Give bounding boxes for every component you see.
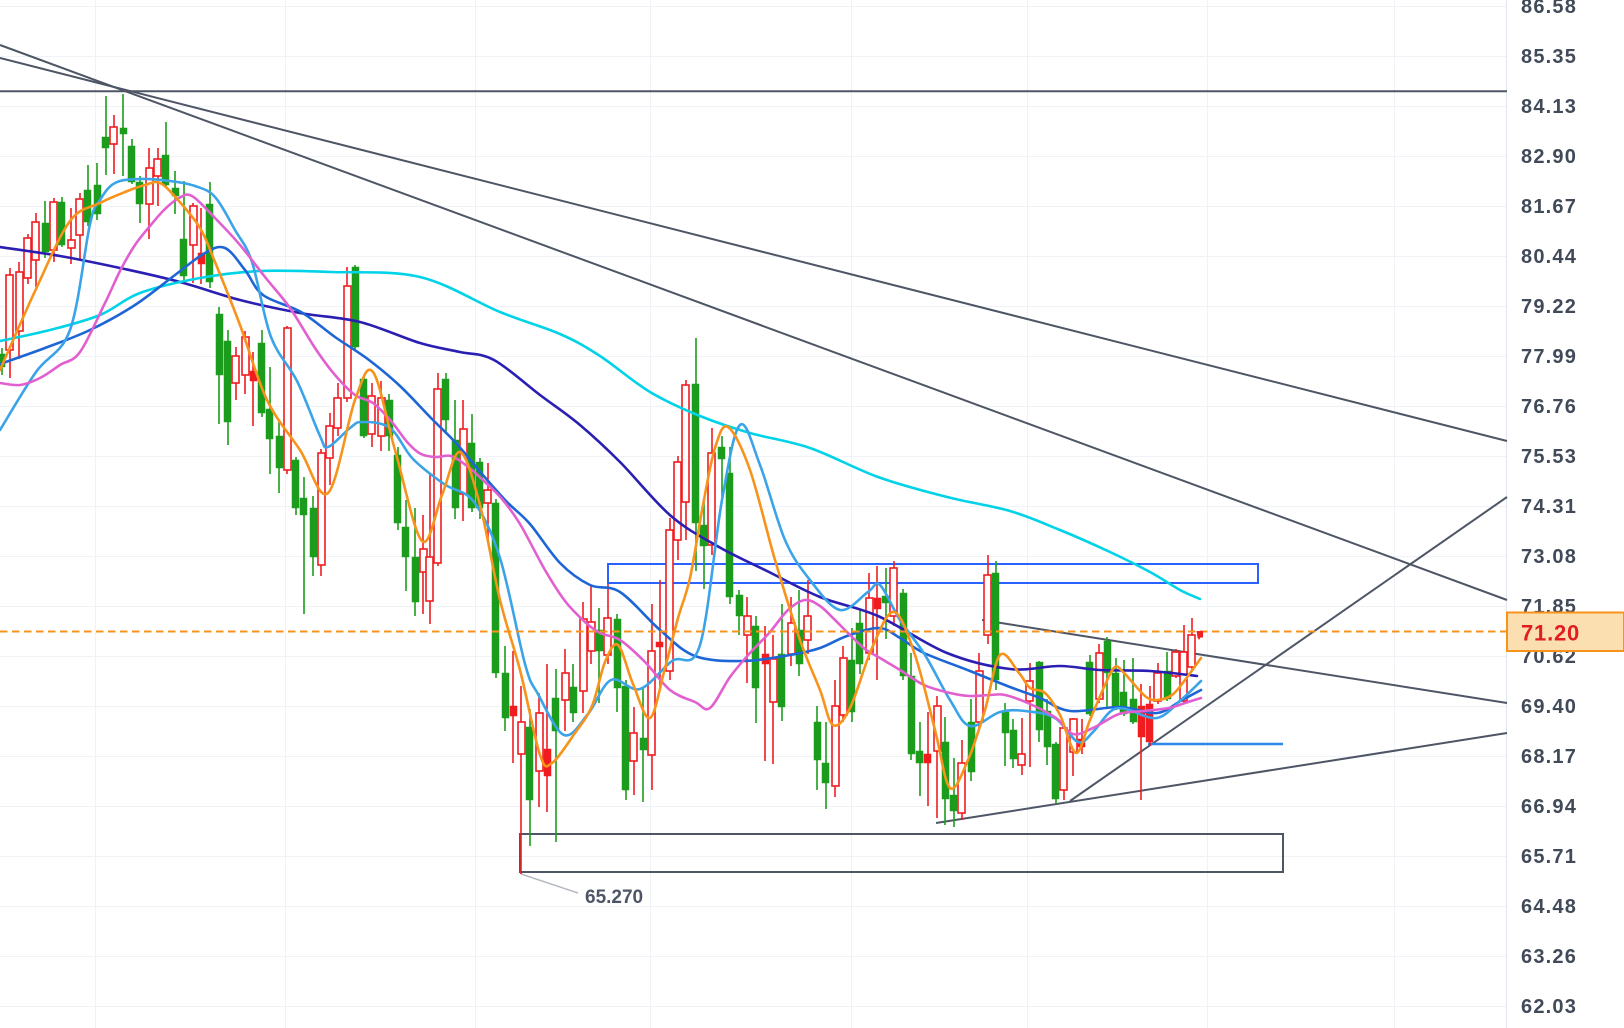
svg-text:73.08: 73.08 xyxy=(1521,546,1577,568)
svg-text:86.58: 86.58 xyxy=(1521,0,1577,18)
svg-text:81.67: 81.67 xyxy=(1521,196,1577,218)
svg-text:79.22: 79.22 xyxy=(1521,296,1577,318)
svg-text:64.48: 64.48 xyxy=(1521,896,1577,918)
svg-text:62.03: 62.03 xyxy=(1521,996,1577,1018)
svg-text:74.31: 74.31 xyxy=(1521,496,1577,518)
svg-text:82.90: 82.90 xyxy=(1521,146,1577,168)
svg-text:66.94: 66.94 xyxy=(1521,796,1577,818)
svg-text:63.26: 63.26 xyxy=(1521,946,1577,968)
svg-text:80.44: 80.44 xyxy=(1521,246,1577,268)
svg-text:65.270: 65.270 xyxy=(585,887,643,908)
svg-text:85.35: 85.35 xyxy=(1521,46,1577,68)
svg-text:76.76: 76.76 xyxy=(1521,396,1577,418)
svg-text:65.71: 65.71 xyxy=(1521,846,1577,868)
svg-text:84.13: 84.13 xyxy=(1521,96,1577,118)
svg-text:75.53: 75.53 xyxy=(1521,446,1577,468)
svg-text:69.40: 69.40 xyxy=(1521,696,1577,718)
svg-text:68.17: 68.17 xyxy=(1521,746,1577,768)
svg-text:71.20: 71.20 xyxy=(1521,621,1580,646)
svg-text:77.99: 77.99 xyxy=(1521,346,1577,368)
